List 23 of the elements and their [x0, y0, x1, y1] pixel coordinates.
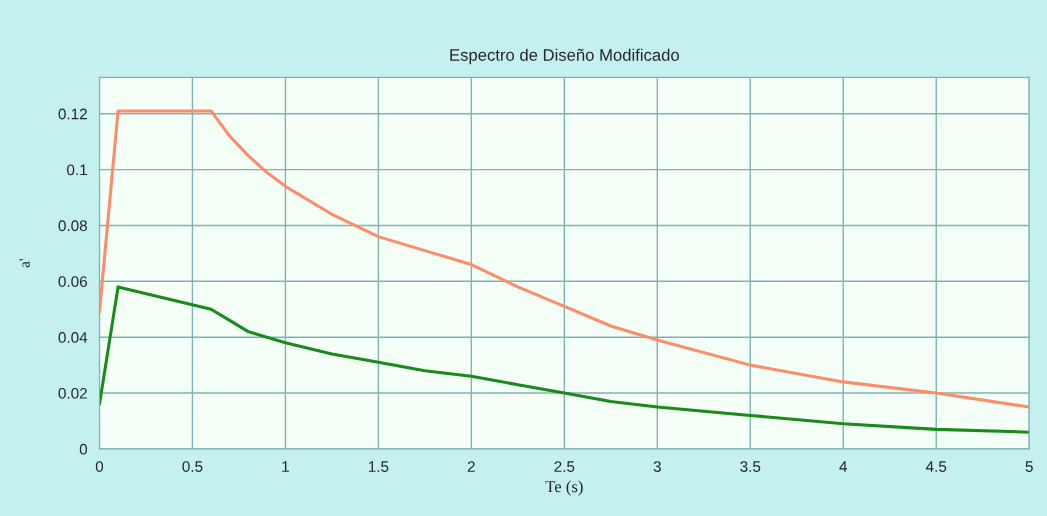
- chart-title: Espectro de Diseño Modificado: [450, 48, 679, 65]
- y-tick-label: 0.02: [58, 387, 87, 399]
- x-tick-label: 1: [282, 461, 289, 472]
- x-tick-label: 3.5: [740, 461, 761, 472]
- y-axis-title: a': [19, 259, 30, 268]
- x-axis-title: Te (s): [545, 480, 583, 496]
- y-tick-label: 0.04: [58, 332, 88, 343]
- x-tick-label: 0: [95, 461, 104, 472]
- line-series: [99, 109, 1030, 409]
- y-tick-label: 0.08: [58, 220, 87, 232]
- x-tick-label: 4: [839, 461, 848, 472]
- y-tick-label: 0.12: [58, 108, 87, 120]
- line-series: [99, 285, 1030, 434]
- y-tick-label: 0.06: [58, 276, 87, 287]
- x-tick-label: 2: [467, 461, 475, 472]
- x-tick-label: 2.5: [554, 461, 575, 472]
- x-tick-label: 1.5: [368, 461, 389, 472]
- x-tick-label: 0.5: [182, 461, 203, 472]
- y-tick-label: 0.1: [67, 164, 87, 176]
- x-tick-label: 4.5: [925, 461, 947, 472]
- y-tick-label: 0: [79, 443, 88, 455]
- x-tick-label: 5: [1025, 461, 1033, 472]
- x-tick-label: 3: [653, 461, 661, 472]
